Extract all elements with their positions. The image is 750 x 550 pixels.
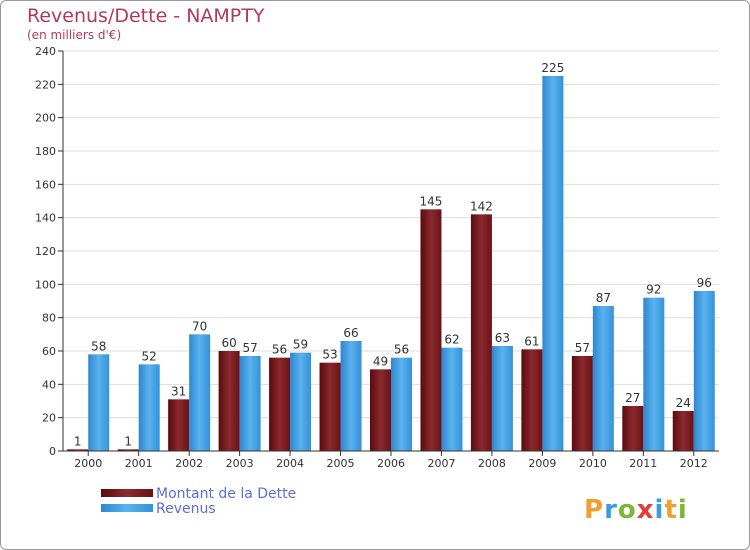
bar-revenus bbox=[441, 347, 463, 451]
data-label-revenus: 225 bbox=[541, 61, 564, 75]
bar-revenus bbox=[138, 364, 160, 451]
bar-dette bbox=[218, 351, 240, 451]
y-tick-label: 60 bbox=[42, 345, 56, 358]
chart-subtitle: (en milliers d'€) bbox=[27, 28, 122, 42]
bar-revenus bbox=[542, 76, 564, 451]
y-tick-label: 240 bbox=[35, 45, 56, 58]
x-tick-label: 2004 bbox=[276, 457, 304, 470]
data-label-dette: 53 bbox=[322, 348, 337, 362]
y-tick-label: 80 bbox=[42, 312, 56, 325]
data-label-revenus: 63 bbox=[495, 331, 510, 345]
data-label-dette: 61 bbox=[524, 334, 539, 348]
y-tick-label: 20 bbox=[42, 412, 56, 425]
data-label-dette: 24 bbox=[676, 396, 691, 410]
data-label-dette: 1 bbox=[124, 434, 132, 448]
y-tick-label: 40 bbox=[42, 378, 56, 391]
data-label-revenus: 87 bbox=[596, 291, 611, 305]
y-tick-label: 180 bbox=[35, 145, 56, 158]
data-label-dette: 145 bbox=[420, 194, 443, 208]
x-tick-label: 2002 bbox=[175, 457, 203, 470]
x-tick-label: 2011 bbox=[629, 457, 657, 470]
data-label-revenus: 58 bbox=[91, 339, 106, 353]
data-label-dette: 142 bbox=[470, 199, 493, 213]
x-tick-label: 2003 bbox=[226, 457, 254, 470]
bar-dette bbox=[117, 449, 139, 451]
bar-dette bbox=[470, 214, 492, 451]
bar-revenus bbox=[189, 334, 211, 451]
x-tick-label: 2012 bbox=[680, 457, 708, 470]
proxiti-logo: Proxiti bbox=[584, 495, 688, 525]
y-tick-label: 120 bbox=[35, 245, 56, 258]
data-label-dette: 57 bbox=[575, 341, 590, 355]
data-label-revenus: 62 bbox=[444, 333, 459, 347]
bar-revenus bbox=[643, 297, 665, 451]
legend-label-revenus: Revenus bbox=[156, 501, 216, 517]
bar-dette bbox=[67, 449, 89, 451]
y-tick-label: 160 bbox=[35, 178, 56, 191]
bar-dette bbox=[622, 406, 644, 451]
x-tick-label: 2001 bbox=[125, 457, 153, 470]
data-label-revenus: 57 bbox=[242, 341, 257, 355]
bar-dette bbox=[420, 209, 442, 451]
legend-label-dette: Montant de la Dette bbox=[156, 486, 297, 502]
data-label-dette: 60 bbox=[221, 336, 236, 350]
x-tick-label: 2007 bbox=[427, 457, 455, 470]
bar-dette bbox=[319, 362, 341, 451]
data-label-revenus: 56 bbox=[394, 343, 409, 357]
data-label-dette: 56 bbox=[272, 343, 287, 357]
bar-dette bbox=[370, 369, 391, 451]
x-tick-label: 2006 bbox=[377, 457, 405, 470]
bar-dette bbox=[269, 357, 291, 451]
y-tick-label: 220 bbox=[35, 78, 56, 91]
data-label-dette: 31 bbox=[171, 384, 186, 398]
legend-swatch-dette bbox=[101, 489, 153, 497]
y-tick-label: 140 bbox=[35, 212, 56, 225]
bar-revenus bbox=[491, 346, 513, 451]
y-tick-label: 100 bbox=[35, 278, 56, 291]
x-tick-label: 2000 bbox=[74, 457, 102, 470]
data-label-dette: 27 bbox=[625, 391, 640, 405]
y-tick-label: 200 bbox=[35, 112, 56, 125]
data-label-revenus: 59 bbox=[293, 338, 308, 352]
data-label-revenus: 66 bbox=[343, 326, 358, 340]
bar-revenus bbox=[340, 341, 362, 451]
data-label-revenus: 96 bbox=[697, 276, 712, 290]
legend-swatch-revenus bbox=[101, 504, 153, 512]
x-tick-label: 2008 bbox=[478, 457, 506, 470]
bar-revenus bbox=[88, 354, 110, 451]
bar-revenus bbox=[592, 306, 614, 451]
bar-revenus bbox=[290, 352, 312, 451]
bar-revenus bbox=[239, 356, 261, 451]
y-tick-label: 0 bbox=[49, 445, 56, 458]
x-tick-label: 2010 bbox=[579, 457, 607, 470]
bar-revenus bbox=[391, 357, 412, 451]
data-label-revenus: 92 bbox=[646, 283, 661, 297]
data-label-revenus: 52 bbox=[142, 349, 157, 363]
chart-title: Revenus/Dette - NAMPTY bbox=[27, 5, 265, 27]
data-label-dette: 1 bbox=[74, 434, 82, 448]
data-label-revenus: 70 bbox=[192, 319, 207, 333]
bar-dette bbox=[571, 356, 593, 451]
bar-dette bbox=[521, 349, 543, 451]
x-tick-label: 2005 bbox=[327, 457, 355, 470]
bar-dette bbox=[672, 411, 694, 451]
x-tick-label: 2009 bbox=[528, 457, 556, 470]
bar-revenus bbox=[693, 291, 715, 451]
bar-dette bbox=[168, 399, 190, 451]
svg-text:Proxiti: Proxiti bbox=[584, 495, 688, 525]
data-label-dette: 49 bbox=[373, 354, 388, 368]
